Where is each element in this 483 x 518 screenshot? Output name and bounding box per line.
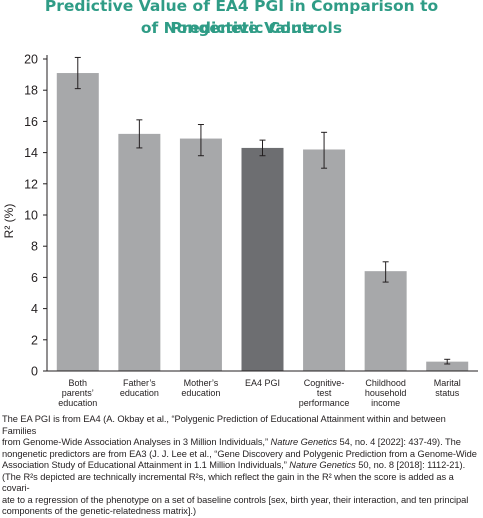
chart-title-line-2: of Nongenetic Controls [140, 19, 343, 37]
bar-0 [56, 73, 99, 371]
chart-title-line-1: Predictive Value of EA4 PGI in Compariso… [44, 0, 439, 37]
footnote-line-4-journal: Nature Genetics [289, 460, 356, 470]
footnote-line-7: components of the genetic-relatedness ma… [2, 506, 480, 518]
y-ticks-group: 0 2 4 6 8 10 12 14 16 18 20 [24, 53, 47, 379]
x-category-label-0-line-1: parents’ [62, 388, 94, 398]
bar-1 [118, 133, 161, 371]
y-tick-label-0: 0 [31, 365, 38, 379]
footnote-line-2: from Genome-Wide Association Analyses in… [2, 437, 480, 449]
x-category-label-2-line-1: education [181, 388, 220, 398]
footnote-line-2-text-a: from Genome-Wide Association Analyses in… [2, 437, 271, 447]
error-bar-5 [382, 261, 389, 283]
footnote: The EA PGI is from EA4 (A. Okbay et al.,… [2, 414, 480, 518]
x-category-label-4-line-1: test [317, 388, 332, 398]
error-bar-3 [259, 139, 266, 157]
y-tick-label-4: 4 [31, 302, 38, 316]
x-category-label-0: Both parents’ education [58, 378, 97, 408]
error-bar-4 [321, 131, 328, 169]
x-category-label-5-line-1: household [365, 388, 407, 398]
footnote-line-5-text: (The R²s depicted are technically increm… [2, 471, 454, 494]
x-category-label-0-line-2: education [58, 398, 97, 408]
footnote-line-6: ate to a regression of the phenotype on … [2, 495, 480, 507]
footnote-line-1: The EA PGI is from EA4 (A. Okbay et al.,… [2, 414, 480, 437]
x-category-label-1-line-1: education [120, 388, 159, 398]
y-axis-label: R² (%) [2, 204, 16, 239]
footnote-line-4: Association Study of Educational Attainm… [2, 460, 480, 472]
x-category-label-6-line-1: status [435, 388, 460, 398]
bar-3 [241, 147, 284, 371]
bar-5 [364, 271, 407, 371]
y-tick-label-8: 8 [31, 240, 38, 254]
y-tick-label-10: 10 [24, 209, 38, 223]
bar-4 [303, 149, 346, 371]
x-category-label-1-line-0: Father’s [123, 378, 156, 388]
bar-6 [426, 361, 469, 371]
y-tick-label-20: 20 [24, 53, 38, 67]
error-bar-0 [74, 56, 81, 90]
error-bars-group [74, 56, 451, 365]
x-category-label-6-line-0: Marital [434, 378, 461, 388]
footnote-line-4-text-a: Association Study of Educational Attainm… [2, 460, 290, 470]
x-category-label-2-line-0: Mother’s [184, 378, 219, 388]
y-tick-label-12: 12 [24, 177, 38, 191]
footnote-line-1-text: The EA PGI is from EA4 (A. Okbay et al.,… [2, 414, 446, 436]
y-tick-label-16: 16 [24, 115, 38, 129]
x-category-label-0-line-0: Both [69, 378, 88, 388]
bar-2 [179, 138, 222, 371]
x-category-label-2: Mother’s education [181, 378, 220, 398]
x-category-label-6: Marital status [434, 378, 461, 398]
x-category-label-4-line-2: performance [299, 398, 350, 408]
x-category-label-5-line-2: income [371, 398, 400, 408]
footnote-line-4-text-b: 50, no. 8 [2018]: 1112-21). [355, 460, 466, 470]
x-category-label-3-line-0: EA4 PGI [245, 378, 280, 388]
x-category-label-4: Cognitive-test performance [299, 378, 350, 408]
x-category-label-4-line-0: Cognitive- [304, 378, 345, 388]
footnote-line-2-text-b: 54, no. 4 [2022]: 437-49). The [336, 437, 461, 447]
axes-group [46, 55, 478, 372]
error-bar-2 [197, 124, 204, 157]
footnote-line-7-text: components of the genetic-relatedness ma… [2, 506, 197, 516]
error-bar-6 [444, 358, 451, 365]
footnote-line-6-text: ate to a regression of the phenotype on … [2, 494, 469, 505]
y-tick-label-6: 6 [31, 271, 38, 285]
footnote-line-3: nongenetic predictors are from EA3 (J. J… [2, 449, 480, 461]
error-bar-1 [136, 119, 143, 149]
x-category-label-5: Childhood household income [365, 378, 407, 408]
y-tick-label-18: 18 [24, 84, 38, 98]
x-category-label-3: EA4 PGI [245, 378, 280, 388]
x-category-label-1: Father’s education [120, 378, 159, 398]
y-tick-label-14: 14 [24, 146, 38, 160]
bars-group [56, 73, 469, 371]
footnote-line-2-journal: Nature Genetics [270, 437, 337, 447]
footnote-line-3-text: nongenetic predictors are from EA3 (J. J… [2, 448, 477, 459]
x-category-label-5-line-0: Childhood [365, 378, 406, 388]
y-tick-label-2: 2 [31, 333, 38, 347]
footnote-line-5: (The R²s depicted are technically increm… [2, 472, 480, 495]
